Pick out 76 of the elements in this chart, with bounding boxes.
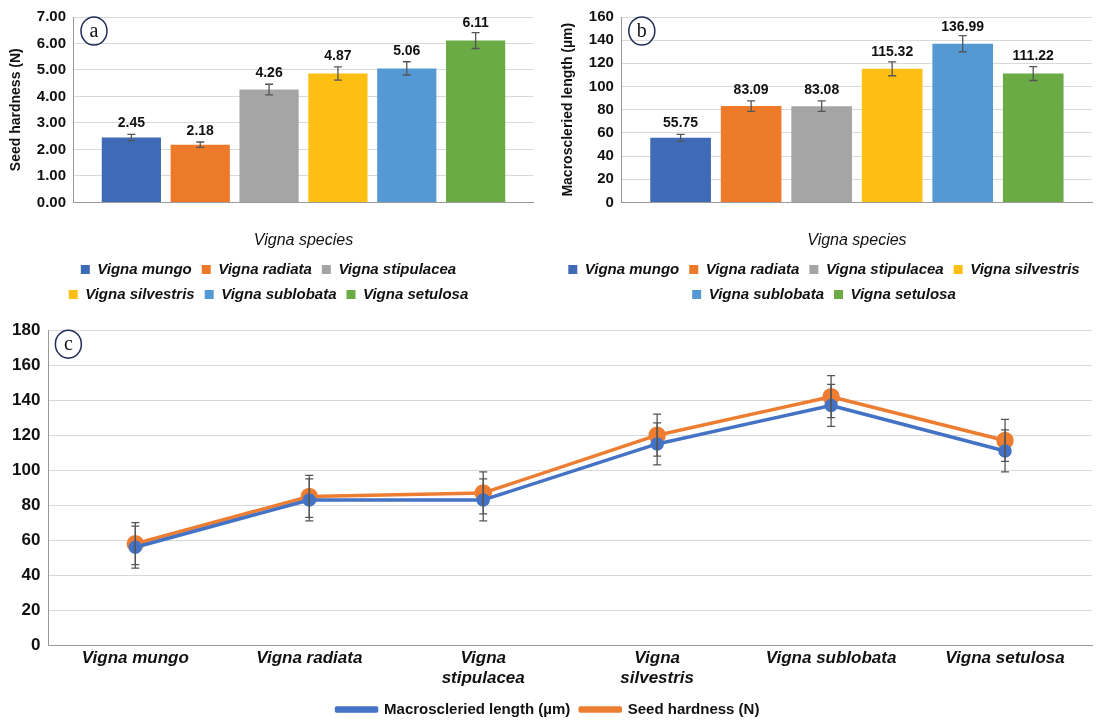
y-tick-label: 60 — [21, 529, 41, 549]
legend-label: Vigna mungo — [97, 259, 192, 277]
y-tick-label: 20 — [597, 169, 614, 187]
legend-label: Vigna silvestris — [970, 259, 1080, 277]
legend-label: Macroscleried length (µm) — [384, 699, 571, 717]
y-tick-label: 40 — [597, 146, 614, 164]
annotation: a — [89, 19, 99, 42]
y-tick-label: 40 — [21, 564, 41, 584]
y-tick-label: 0.00 — [36, 192, 66, 210]
x-axis-title: Vigna species — [253, 230, 354, 248]
legend-label: Vigna radiata — [705, 259, 800, 277]
bar — [170, 144, 230, 202]
bar — [861, 68, 923, 202]
y-tick-label: 3.00 — [36, 113, 66, 131]
legend-label: Seed hardness (N) — [627, 699, 760, 717]
bar — [377, 68, 437, 202]
legend-label: Vigna setulosa — [850, 284, 956, 302]
y-tick-label: 100 — [588, 76, 614, 94]
x-tick-label: Vigna silvestris — [620, 648, 695, 688]
bar — [101, 137, 161, 202]
data-label: 83.08 — [804, 80, 840, 97]
annotation: c — [63, 332, 73, 355]
y-tick-label: 160 — [11, 354, 41, 374]
legend-label: Vigna sublobata — [221, 284, 337, 302]
data-label: 111.22 — [1012, 47, 1055, 64]
y-tick-label: 2.00 — [36, 139, 66, 157]
x-axis-title: Vigna species — [807, 230, 907, 248]
y-tick-label: 1.00 — [36, 166, 66, 184]
y-tick-label: 120 — [588, 53, 614, 71]
x-tick-label: Vigna sublobata — [765, 648, 897, 668]
x-tick-label: Vigna stipulacea — [441, 648, 525, 688]
data-label: 6.11 — [462, 14, 490, 31]
y-tick-label: 100 — [11, 459, 41, 479]
y-tick-label: 140 — [11, 389, 41, 409]
y-tick-label: 120 — [11, 424, 41, 444]
y-tick-label: 0 — [30, 634, 41, 654]
data-label: 2.45 — [117, 114, 146, 131]
y-axis-title: Macroscleried length (µm) — [559, 22, 576, 197]
legend-label: Vigna sublobata — [708, 284, 824, 302]
data-label: 2.18 — [186, 121, 215, 138]
y-axis-title: Seed hardness (N) — [7, 48, 24, 172]
data-label: 4.87 — [324, 47, 352, 64]
y-tick-label: 160 — [588, 7, 614, 25]
bar — [308, 73, 368, 202]
data-label: 5.06 — [393, 42, 421, 59]
y-tick-label: 80 — [21, 494, 41, 514]
data-label: 136.99 — [941, 17, 985, 34]
y-tick-label: 180 — [11, 319, 41, 339]
legend-label: Vigna stipulacea — [338, 259, 457, 277]
bar — [1002, 73, 1064, 202]
y-tick-label: 4.00 — [36, 86, 66, 104]
y-tick-label: 7.00 — [36, 7, 66, 25]
bar — [650, 137, 711, 202]
x-tick-label: Vigna mungo — [81, 648, 189, 668]
bar — [932, 43, 994, 202]
legend-label: Vigna stipulacea — [825, 259, 944, 277]
bar — [720, 106, 782, 202]
data-label: 83.09 — [733, 80, 769, 97]
legend-label: Vigna setulosa — [362, 284, 469, 302]
y-tick-label: 140 — [588, 30, 614, 48]
y-tick-label: 0 — [605, 192, 614, 210]
legend-label: Vigna mungo — [584, 259, 680, 277]
x-tick-label: Vigna setulosa — [945, 648, 1065, 668]
x-tick-label: Vigna radiata — [256, 648, 363, 668]
legend-label: Vigna silvestris — [85, 284, 195, 302]
y-tick-label: 60 — [597, 123, 614, 141]
y-tick-label: 20 — [21, 599, 41, 619]
data-label: 55.75 — [663, 114, 699, 131]
y-tick-label: 6.00 — [36, 33, 66, 51]
legend-label: Vigna radiata — [218, 259, 312, 277]
y-tick-label: 80 — [597, 99, 614, 117]
data-label: 115.32 — [871, 42, 914, 59]
annotation: b — [636, 19, 647, 42]
data-label: 4.26 — [255, 64, 283, 81]
bar — [446, 40, 506, 202]
y-tick-label: 5.00 — [36, 60, 66, 78]
